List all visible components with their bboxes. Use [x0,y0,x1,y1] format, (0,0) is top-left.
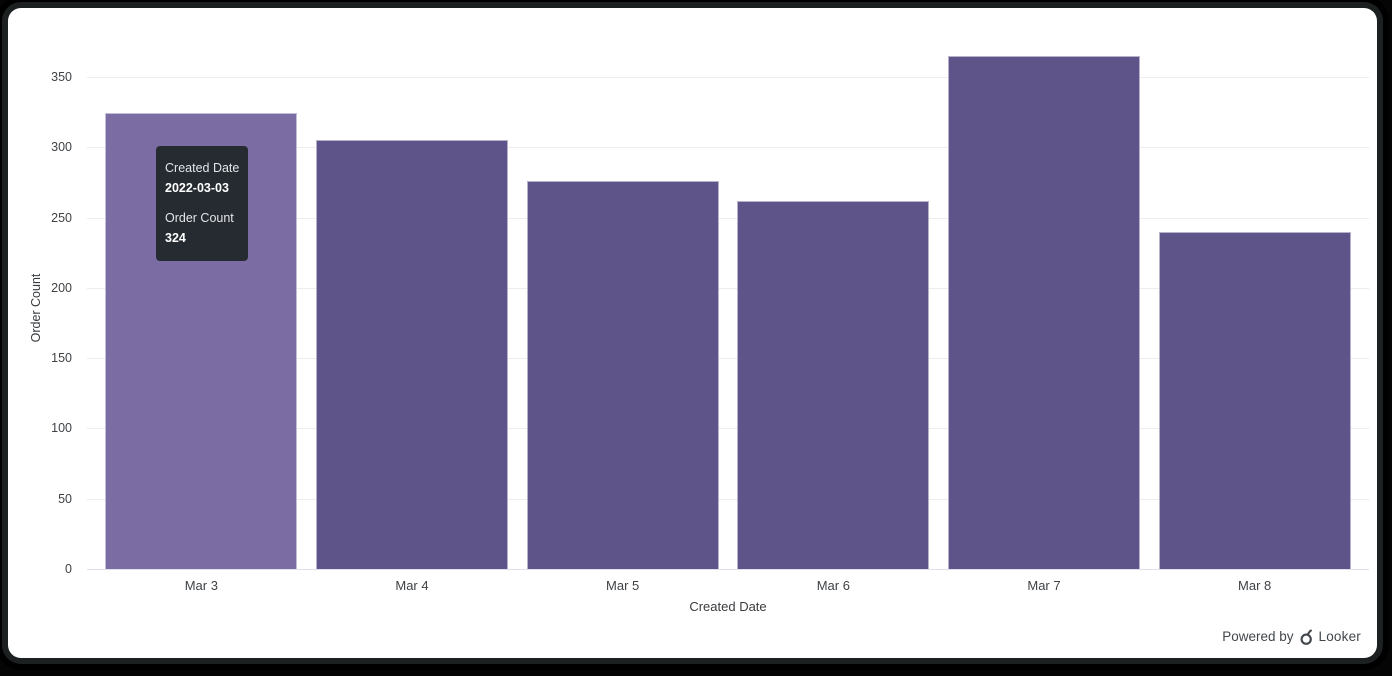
x-axis-line [87,569,1369,570]
bar-mar-4[interactable] [316,140,508,569]
x-tick-label-mar-4: Mar 4 [395,578,429,593]
gridline-50 [87,498,1369,500]
bar-mar-7[interactable] [948,55,1140,569]
x-tick-label-mar-3: Mar 3 [184,578,218,593]
y-tick-label-50: 50 [58,491,72,506]
bar-mar-6[interactable] [737,200,930,569]
gridline-350 [87,76,1369,78]
y-tick-label-200: 200 [51,280,72,295]
y-axis-title: Order Count [29,273,43,343]
gridline-300 [87,147,1369,149]
bar-mar-5[interactable] [526,180,719,569]
y-tick-label-150: 150 [51,351,72,366]
bar-chart: 0 50 100 150 200 250 300 350 Mar 3 Mar 4 Mar 5 Mar … [8,8,1377,658]
chart-card: 0 50 100 150 200 250 300 350 Mar 3 Mar 4 Mar 5 Mar … [8,8,1377,658]
y-tick-label-350: 350 [51,69,72,84]
powered-by-text: Powered by [1222,629,1294,644]
gridline-100 [87,428,1369,430]
x-axis-title: Created Date [689,599,767,614]
powered-by-looker-link[interactable]: Powered by Looker [1222,627,1361,646]
looker-logo-icon [1299,629,1314,646]
y-tick-label-100: 100 [51,421,72,436]
x-tick-label-mar-6: Mar 6 [816,578,850,593]
gridline-200 [87,287,1369,289]
looker-brand-text: Looker [1318,629,1361,644]
x-tick-label-mar-5: Mar 5 [606,578,640,593]
y-tick-label-250: 250 [51,210,72,225]
y-tick-label-300: 300 [51,140,72,155]
gridline-250 [87,217,1369,219]
bar-mar-8[interactable] [1158,231,1351,569]
x-tick-label-mar-7: Mar 7 [1027,578,1061,593]
tooltip-dimension-value: 2022-03-03 [165,181,229,195]
tooltip-dimension-label: Created Date [165,161,240,175]
tooltip-measure-label: Order Count [165,211,234,225]
gridline-150 [87,358,1369,360]
x-tick-label-mar-8: Mar 8 [1238,578,1272,593]
hover-tooltip: Created Date 2022-03-03 Order Count 324 [156,146,249,261]
y-tick-label-0: 0 [65,562,72,576]
tooltip-measure-value: 324 [165,231,186,245]
